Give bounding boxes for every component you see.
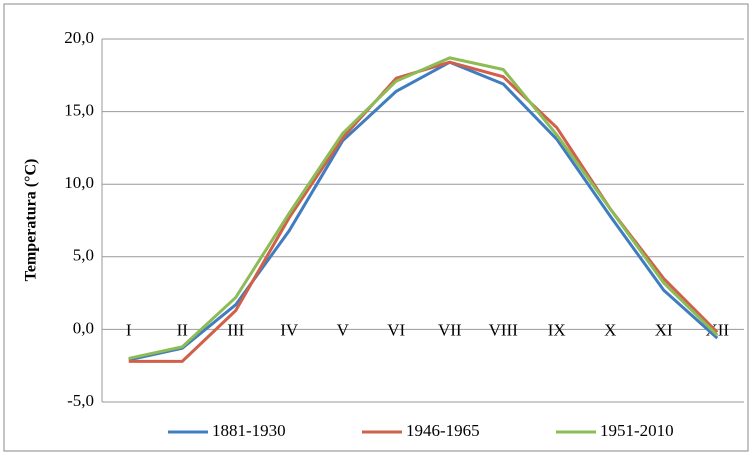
- y-tick-label: 5,0: [73, 246, 94, 265]
- x-tick-label: II: [177, 320, 189, 339]
- x-tick-label: V: [337, 320, 350, 339]
- y-tick-label: 20,0: [64, 28, 94, 47]
- x-tick-label: IX: [548, 320, 566, 339]
- y-tick-label: 10,0: [64, 173, 94, 192]
- series-line: [128, 56, 719, 360]
- x-tick-label: X: [604, 320, 616, 339]
- x-tick-label: I: [126, 320, 132, 339]
- x-tick-label: VI: [387, 320, 405, 339]
- legend-label: 1946-1965: [406, 421, 480, 440]
- legend-label: 1881-1930: [212, 421, 286, 440]
- series-line: [128, 60, 719, 362]
- y-axis-label: Temperatura (°C): [23, 159, 40, 282]
- x-tick-label: VII: [438, 320, 462, 339]
- y-tick-label: -5,0: [67, 391, 94, 410]
- legend-label: 1951-2010: [600, 421, 674, 440]
- chart-frame: [3, 3, 749, 452]
- x-tick-label: III: [227, 320, 244, 339]
- x-tick-label: IV: [280, 320, 299, 339]
- x-tick-label: XI: [655, 320, 673, 339]
- x-tick-label: VIII: [489, 320, 519, 339]
- y-tick-label: 0,0: [73, 318, 94, 337]
- y-tick-label: 15,0: [64, 101, 94, 120]
